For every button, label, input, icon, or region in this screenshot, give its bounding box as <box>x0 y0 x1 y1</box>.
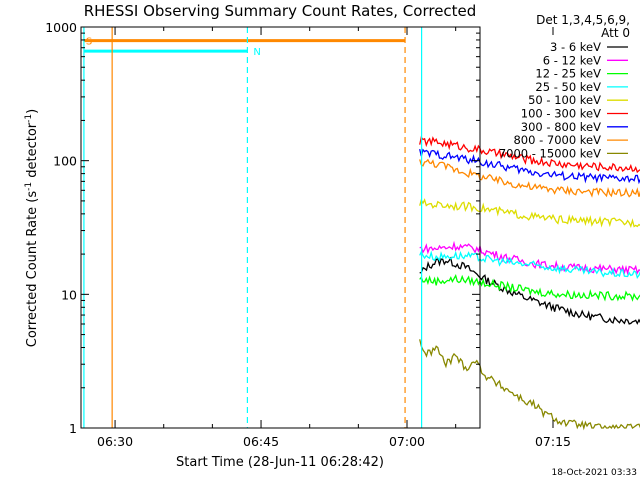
x-tick-label: 06:30 <box>97 434 133 449</box>
legend-label: 25 - 50 keV <box>535 80 601 94</box>
y-label-superscript: -1 <box>24 114 34 123</box>
legend-label: 6 - 12 keV <box>543 53 601 67</box>
legend-label: 12 - 25 keV <box>535 67 601 81</box>
series-line-5 <box>419 135 640 174</box>
legend-label: 800 - 7000 keV <box>513 133 601 147</box>
y-label-part: detector <box>25 122 40 182</box>
legend-label: 3 - 6 keV <box>550 40 601 54</box>
series-line-2 <box>419 274 640 302</box>
legend-label: 50 - 100 keV <box>528 93 601 107</box>
legend-label: 300 - 800 keV <box>521 120 601 134</box>
series-line-7 <box>419 158 640 198</box>
legend-label: 100 - 300 keV <box>521 107 601 121</box>
y-label-superscript: -1 <box>24 182 34 191</box>
x-axis-label: Start Time (28-Jun-11 06:28:42) <box>176 455 384 470</box>
legend-header: Det 1,3,4,5,6,9, <box>536 13 630 27</box>
series-line-4 <box>419 198 640 229</box>
y-tick-label: 1 <box>69 421 77 436</box>
footer-date: 18-Oct-2021 03:33 <box>552 468 637 478</box>
plot-frame <box>80 26 481 429</box>
legend-header: Att 0 <box>601 26 630 40</box>
x-tick-label: 06:45 <box>243 434 279 449</box>
y-label-part: Corrected Count Rate (s <box>25 191 40 348</box>
axes: 06:3006:4507:0007:1507:3007:4508:0011010… <box>45 20 571 449</box>
plot-marks <box>419 135 640 431</box>
y-axis-label: Corrected Count Rate (s-1 detector-1) <box>24 109 40 347</box>
x-tick-label: 07:15 <box>535 434 571 449</box>
annotation-bar-label: N <box>253 47 260 58</box>
annotation-bar-label: S <box>86 37 92 48</box>
series-line-3 <box>419 250 640 279</box>
y-label-part: ) <box>25 109 40 114</box>
x-tick-label: 07:00 <box>389 434 425 449</box>
series-line-8 <box>419 339 640 431</box>
legend-label: 7000 - 15000 keV <box>499 146 601 160</box>
series-line-6 <box>419 148 640 185</box>
y-tick-label: 100 <box>53 154 77 169</box>
annotation-layer: SN <box>83 27 423 428</box>
y-tick-label: 1000 <box>45 20 77 35</box>
y-tick-label: 10 <box>61 287 77 302</box>
chart-title: RHESSI Observing Summary Count Rates, Co… <box>84 2 477 20</box>
